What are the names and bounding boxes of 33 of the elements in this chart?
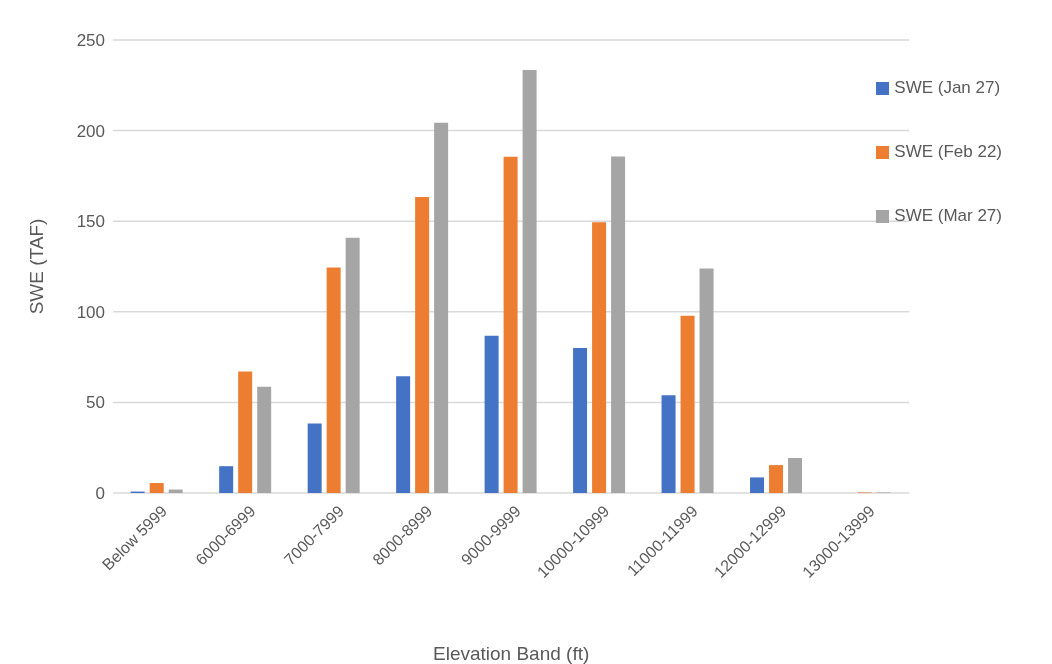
bar [661, 395, 676, 493]
y-tick-label: 150 [76, 212, 105, 232]
bar [522, 69, 537, 493]
bar [396, 376, 411, 493]
bar [238, 371, 253, 493]
bar [769, 465, 784, 493]
bar [434, 122, 449, 493]
y-tick-label: 0 [95, 484, 105, 504]
x-axis-title: Elevation Band (ft) [432, 643, 590, 664]
bar [503, 156, 518, 493]
bar [219, 466, 234, 493]
y-tick-label: 100 [76, 302, 105, 322]
bar [788, 458, 803, 493]
y-axis-title: SWE (TAF) [25, 218, 47, 315]
bar [326, 267, 341, 493]
bar [307, 423, 322, 493]
bar [149, 483, 164, 493]
bar [611, 156, 626, 493]
legend-label: SWE (Feb 22) [894, 142, 1002, 162]
bar [415, 196, 430, 493]
bar [257, 386, 272, 493]
bar [573, 348, 588, 493]
y-tick-label: 200 [76, 121, 105, 141]
bar [592, 222, 607, 493]
bar [680, 315, 695, 493]
bar [484, 335, 499, 493]
bar [345, 237, 360, 493]
y-tick-label: 250 [76, 31, 105, 51]
bar [699, 268, 714, 493]
bar [750, 477, 765, 493]
legend-label: SWE (Jan 27) [894, 78, 1001, 98]
legend-label: SWE (Mar 27) [894, 206, 1002, 226]
y-tick-label: 50 [86, 393, 105, 413]
